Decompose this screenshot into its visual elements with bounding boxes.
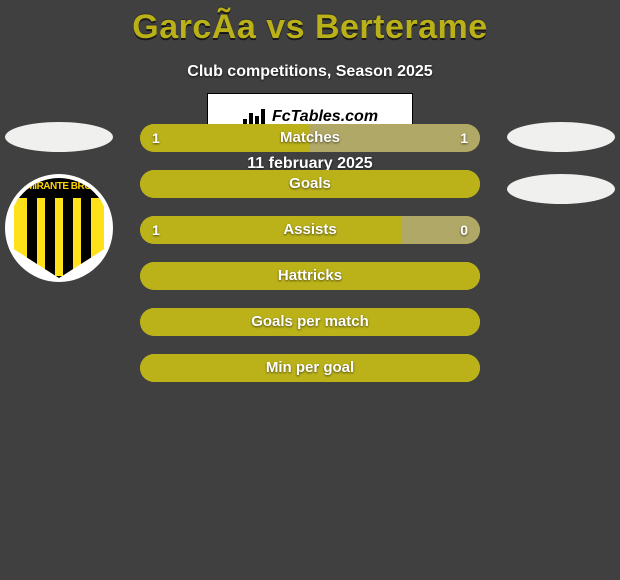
stat-label: Goals per match [140,308,480,336]
stat-label: Assists [140,216,480,244]
stat-row: Matches1 1 [140,124,480,152]
right-player-column [502,122,620,226]
stat-value-right: 1 [460,124,468,152]
player-placeholder-left [5,122,113,152]
stat-label: Hattricks [140,262,480,290]
player-placeholder-right-2 [507,174,615,204]
left-player-column: MIRANTE BRO [0,122,118,282]
stat-bars: Matches11GoalsAssists10HattricksGoals pe… [140,124,480,400]
stat-row: Assists1 0 [140,216,480,244]
stat-row: Hattricks [140,262,480,290]
club-badge-left: MIRANTE BRO [5,174,113,282]
stat-row: Goals [140,170,480,198]
badge-stripes [9,196,109,278]
stat-label: Min per goal [140,354,480,382]
player-placeholder-right-1 [507,122,615,152]
page-title: GarcÃ­a vs Berterame [0,0,620,47]
stat-row: Goals per match [140,308,480,336]
stat-value-left: 1 [152,216,160,244]
stat-row: Min per goal [140,354,480,382]
stat-value-left: 1 [152,124,160,152]
stat-label: Goals [140,170,480,198]
comparison-infographic: GarcÃ­a vs Berterame Club competitions, … [0,0,620,580]
subtitle: Club competitions, Season 2025 [0,63,620,81]
stat-label: Matches [140,124,480,152]
stat-value-right: 0 [460,216,468,244]
